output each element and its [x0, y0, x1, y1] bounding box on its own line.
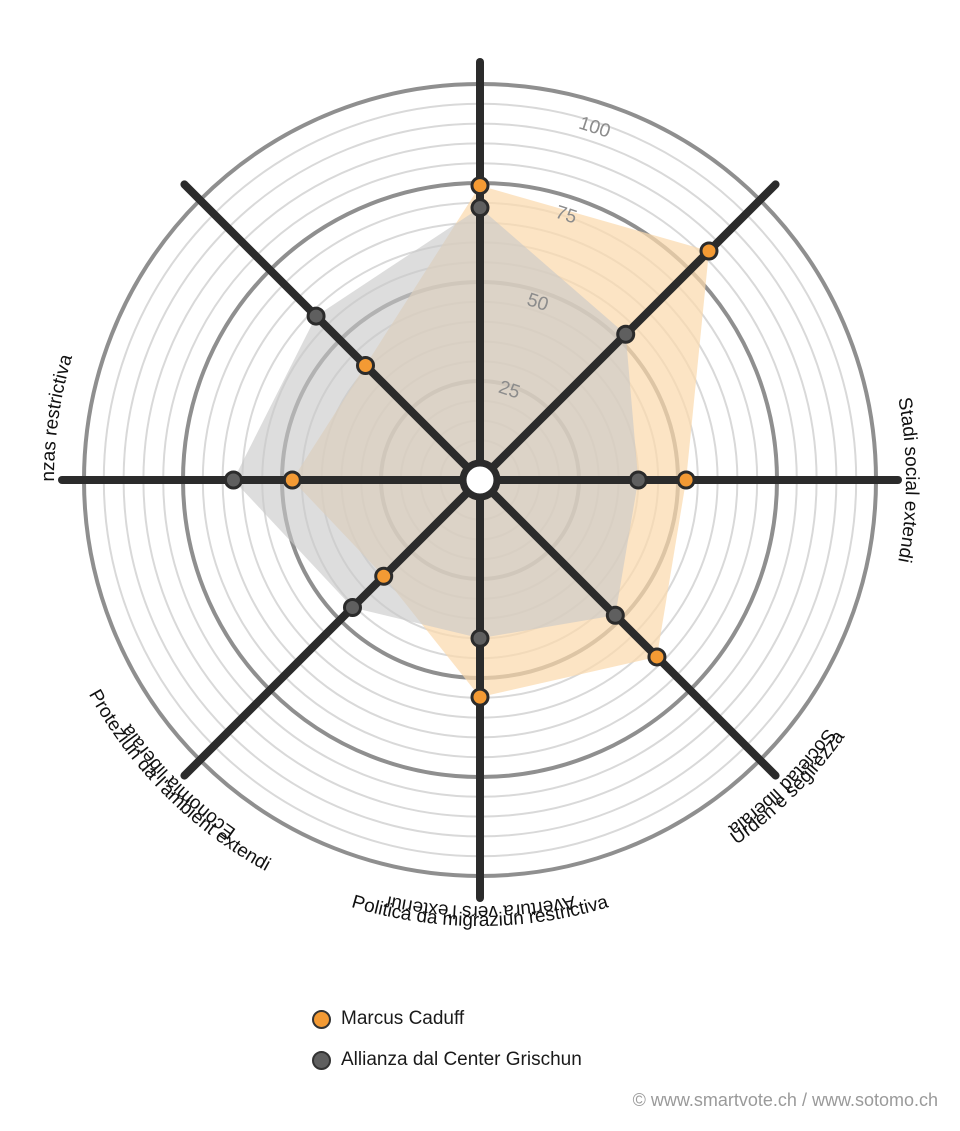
legend: Marcus Caduff Allianza dal Center Grisch…: [312, 1005, 582, 1087]
data-point: [699, 241, 719, 261]
axis-spoke: [476, 476, 780, 780]
data-point: [470, 687, 490, 707]
series-area-1: [233, 207, 639, 639]
data-point: [628, 470, 648, 490]
credit-text: © www.smartvote.ch / www.sotomo.ch: [632, 1090, 938, 1110]
data-point: [223, 470, 243, 490]
axis-label: Politica da finanzas restrictiva: [0, 0, 77, 482]
data-point: [342, 598, 362, 618]
data-point: [356, 356, 376, 376]
data-point: [374, 566, 394, 586]
data-point: [470, 628, 490, 648]
legend-item-allianza: Allianza dal Center Grischun: [312, 1046, 582, 1074]
center-hub: [459, 459, 501, 501]
axis-spoke: [180, 476, 484, 780]
axis-spoke: [180, 180, 484, 484]
data-point: [306, 306, 326, 326]
legend-item-marcus-caduff: Marcus Caduff: [312, 1005, 582, 1033]
legend-label: Allianza dal Center Grischun: [341, 1049, 582, 1070]
data-point: [605, 605, 625, 625]
legend-label: Marcus Caduff: [341, 1008, 465, 1029]
legend-swatch-gray: [312, 1050, 331, 1070]
legend-swatch-orange: [312, 1009, 331, 1029]
data-point: [470, 176, 490, 196]
data-point: [282, 470, 302, 490]
data-point: [676, 470, 696, 490]
data-point: [470, 198, 490, 218]
data-point: [616, 324, 636, 344]
data-point: [647, 647, 667, 667]
